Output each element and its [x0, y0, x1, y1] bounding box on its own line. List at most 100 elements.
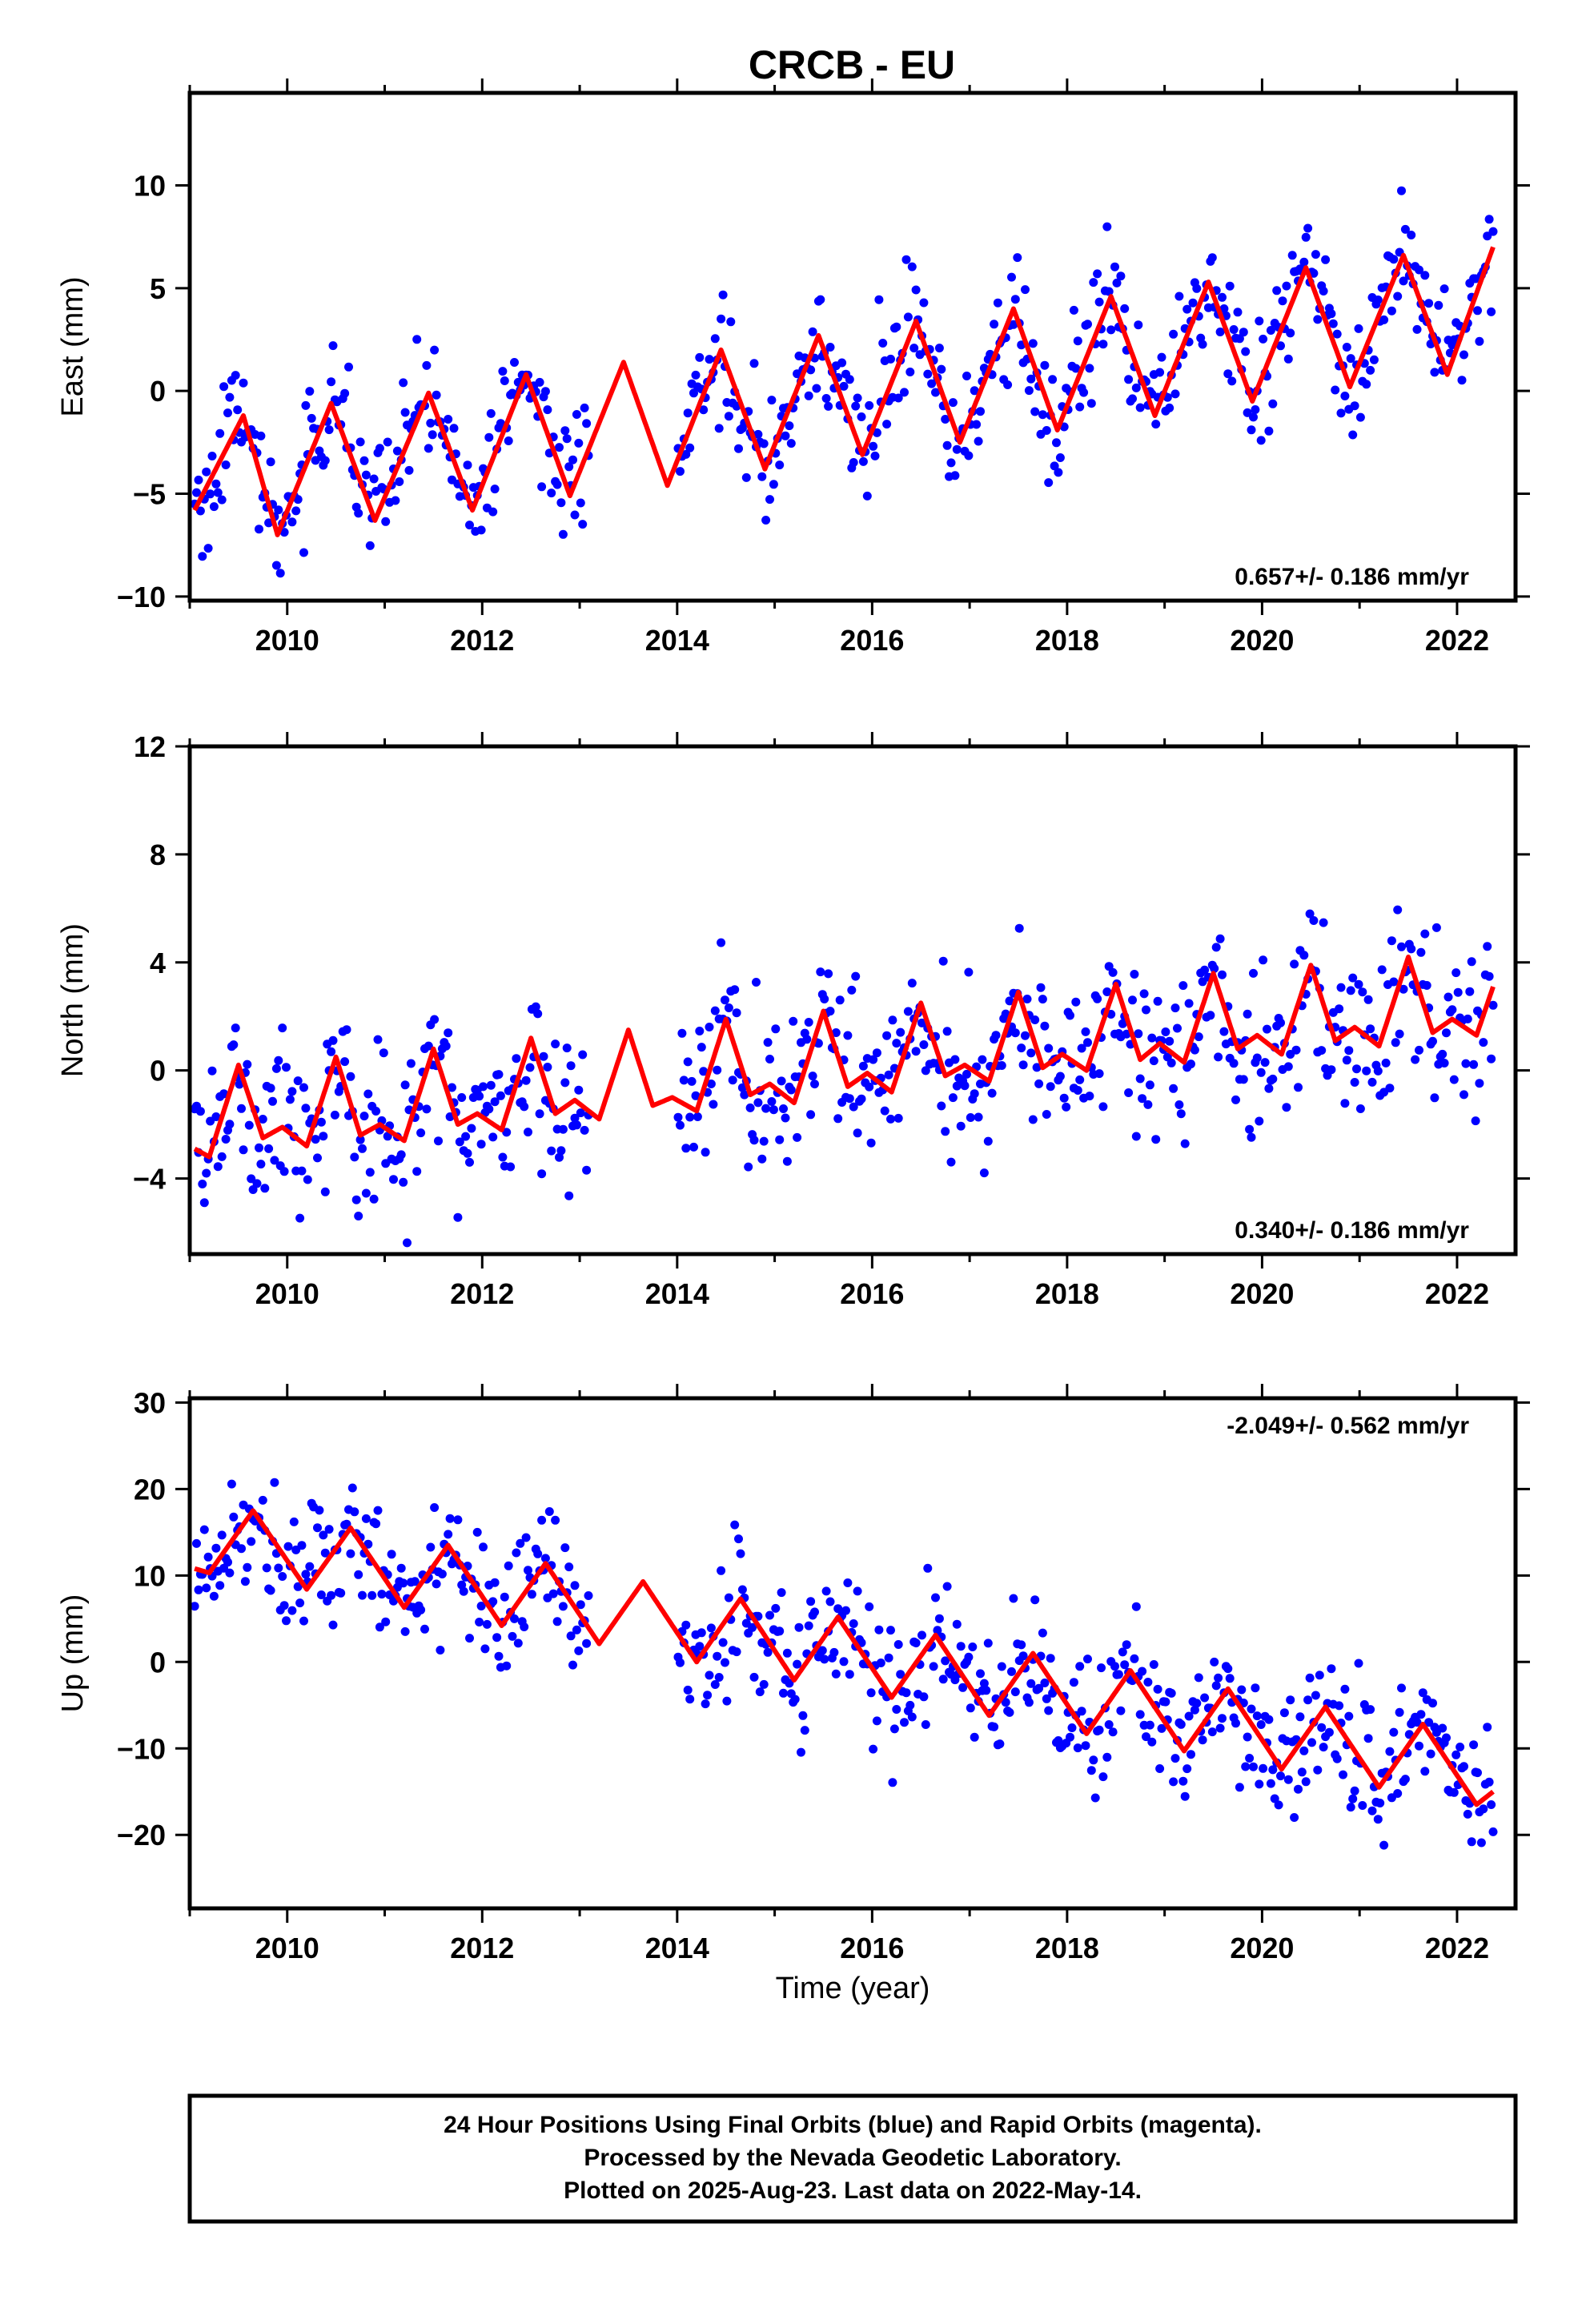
data-point — [679, 1076, 689, 1085]
data-point — [320, 1548, 330, 1558]
note-line-1: 24 Hour Positions Using Final Orbits (bl… — [444, 2112, 1262, 2138]
data-point — [1463, 1809, 1472, 1819]
data-point — [221, 1135, 231, 1144]
data-point — [862, 491, 872, 501]
data-point — [287, 1087, 297, 1096]
data-point — [849, 1619, 858, 1628]
y-tick-label: 8 — [150, 838, 166, 871]
data-point — [1268, 1765, 1278, 1775]
data-point — [324, 1525, 334, 1534]
data-point — [911, 285, 921, 295]
data-point — [252, 1179, 262, 1188]
data-point — [1075, 1662, 1085, 1671]
data-point — [794, 1622, 804, 1632]
data-point — [1287, 251, 1297, 260]
data-point — [194, 475, 203, 485]
data-point — [1348, 430, 1358, 440]
data-point — [820, 1655, 829, 1664]
data-point — [400, 1080, 410, 1090]
data-point — [1075, 402, 1085, 412]
data-point — [395, 477, 404, 486]
data-point — [521, 1076, 531, 1085]
data-point — [1249, 968, 1258, 978]
data-point — [1375, 1799, 1385, 1807]
data-point — [1102, 222, 1112, 231]
data-point — [486, 408, 496, 418]
data-point — [400, 1626, 410, 1636]
data-point — [1198, 1735, 1207, 1745]
data-point — [381, 1617, 391, 1626]
data-point — [972, 420, 982, 429]
data-point — [537, 1169, 547, 1179]
data-point — [1342, 343, 1351, 352]
data-point — [728, 1076, 737, 1085]
data-point — [1086, 1766, 1096, 1775]
data-point — [424, 444, 433, 453]
data-point — [1214, 1052, 1223, 1062]
data-point — [1256, 436, 1266, 445]
data-point — [500, 376, 509, 385]
data-point — [956, 1642, 966, 1651]
data-point — [240, 1577, 250, 1586]
data-point — [1452, 1750, 1461, 1759]
data-point — [714, 1673, 724, 1682]
data-point — [889, 1724, 899, 1734]
data-point — [874, 1625, 884, 1634]
data-point — [336, 1588, 346, 1598]
data-point — [1054, 468, 1063, 477]
data-point — [1066, 1732, 1074, 1742]
data-point — [987, 1088, 997, 1098]
data-point — [213, 488, 223, 497]
data-point — [256, 431, 266, 440]
data-point — [919, 1692, 929, 1702]
data-point — [1290, 1813, 1299, 1822]
data-point — [568, 1660, 577, 1670]
data-point — [769, 1105, 778, 1115]
data-point — [347, 1483, 357, 1493]
data-point — [1142, 1732, 1150, 1742]
data-point — [1079, 388, 1089, 397]
data-point — [354, 509, 363, 518]
data-point — [1309, 916, 1319, 925]
data-point — [271, 1063, 281, 1073]
data-point — [444, 1028, 453, 1038]
data-point — [1001, 1009, 1010, 1019]
data-point — [681, 1620, 691, 1630]
data-point — [354, 1570, 363, 1579]
data-point — [342, 1025, 351, 1035]
data-point — [1081, 1741, 1090, 1751]
data-point — [346, 1072, 355, 1081]
data-point — [199, 1198, 209, 1208]
data-point — [377, 1590, 387, 1599]
data-point — [691, 1091, 701, 1100]
data-point — [1038, 995, 1047, 1004]
data-point — [1155, 1764, 1165, 1773]
data-point — [769, 480, 778, 489]
data-point — [1358, 1801, 1367, 1810]
note-frame — [187, 2093, 1518, 2224]
data-point — [858, 1061, 868, 1071]
data-point — [683, 1685, 693, 1695]
data-point — [876, 1659, 885, 1667]
data-point — [755, 1687, 765, 1697]
data-point — [806, 1597, 816, 1606]
data-point — [1139, 989, 1149, 999]
y-tick-label: 4 — [150, 947, 166, 979]
data-point — [1460, 1090, 1468, 1100]
data-point — [1046, 1654, 1055, 1663]
data-point — [845, 1094, 854, 1104]
data-point — [865, 1082, 874, 1092]
data-point — [436, 1646, 445, 1655]
data-point — [917, 1630, 926, 1640]
x-tick-label: 2016 — [840, 1932, 904, 1964]
x-tick-label: 2020 — [1230, 1277, 1294, 1310]
data-point — [1094, 1069, 1104, 1079]
data-point — [420, 1624, 429, 1634]
data-point — [979, 1168, 989, 1178]
data-point — [488, 507, 498, 517]
data-point — [295, 1213, 305, 1223]
data-point — [964, 967, 974, 977]
data-point — [1090, 1793, 1100, 1803]
data-point — [687, 1076, 697, 1086]
data-point — [1348, 1794, 1358, 1803]
